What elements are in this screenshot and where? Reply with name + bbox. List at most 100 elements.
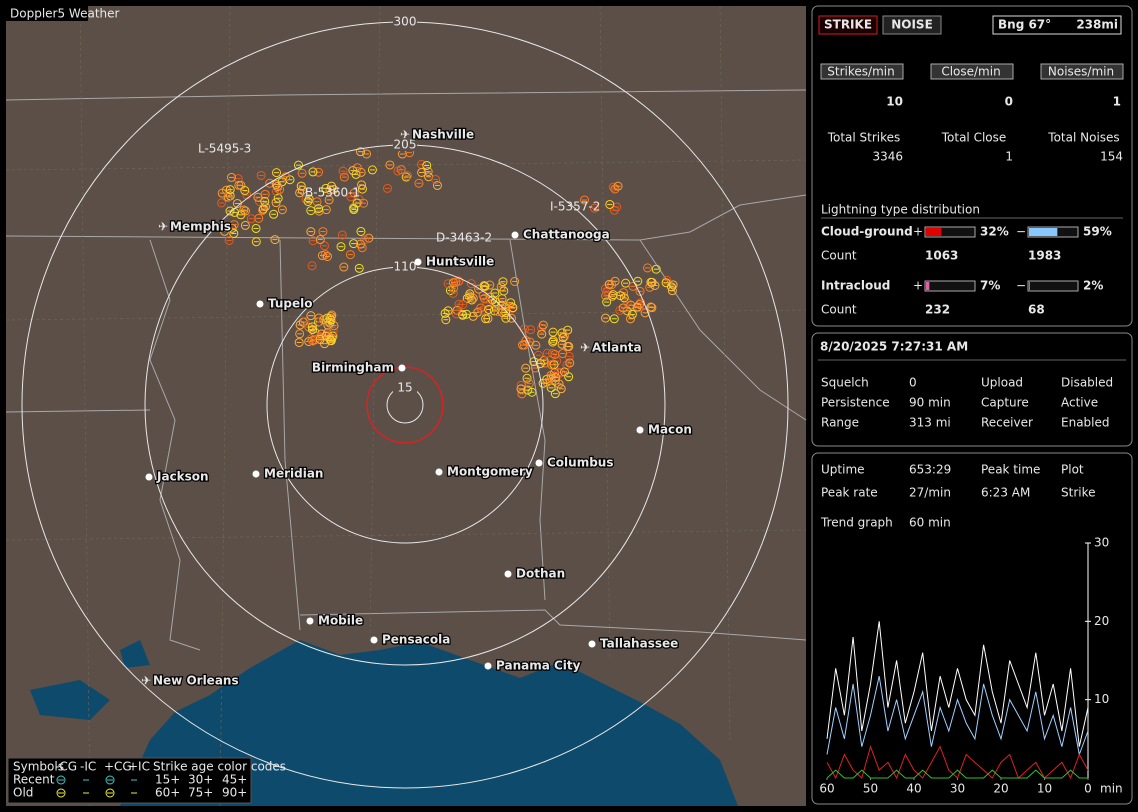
strike-symbol: [618, 288, 628, 298]
strike-symbol: [308, 325, 318, 335]
city-dot: [636, 426, 644, 434]
strike-symbol: [314, 204, 324, 214]
ring-label-bg: [393, 139, 417, 151]
city-label: Memphis: [170, 220, 231, 234]
strike-symbol: [229, 228, 239, 238]
city-label: Tupelo: [268, 297, 313, 311]
strike-symbol: [364, 233, 374, 243]
strike-symbol: [265, 178, 275, 188]
info-label: Persistence: [821, 396, 890, 410]
strike-symbol: [609, 205, 619, 215]
strike-symbol: [324, 195, 334, 205]
strike-symbol: [273, 182, 283, 192]
strike-symbol: [338, 166, 348, 176]
strike-symbol: [556, 384, 566, 394]
strike-symbol: [564, 342, 574, 352]
strike-symbol: [297, 168, 307, 178]
strike-symbol: [328, 331, 338, 341]
strike-symbol: [239, 205, 249, 215]
strike-symbol: [468, 293, 478, 303]
strike-symbol: [327, 181, 337, 191]
strike-symbol: [501, 302, 511, 312]
strike-symbol: [367, 165, 377, 175]
strike-symbol: [526, 325, 536, 335]
rate-box: [820, 63, 904, 80]
strike-symbol: [225, 185, 235, 195]
city-dot: [535, 459, 543, 467]
strike-symbol: [325, 334, 335, 344]
lake: [30, 640, 150, 720]
strike-symbol: [312, 197, 322, 207]
strike-symbol: [224, 236, 234, 246]
legend-label: Old: [13, 786, 33, 800]
total-value: 154: [1100, 150, 1123, 164]
pct-label: 59%: [1083, 225, 1112, 239]
strike-symbol: [307, 322, 317, 332]
info-label: Range: [821, 416, 859, 430]
legend-age: 45+: [222, 773, 247, 787]
strike-symbol: [484, 304, 494, 314]
strike-symbol: [466, 279, 476, 289]
strike-symbol: [557, 339, 567, 349]
total-label: Total Strikes: [827, 131, 901, 145]
strike-symbol: [294, 337, 304, 347]
strike-symbol: [542, 348, 552, 358]
legend-type: +CG: [104, 760, 132, 774]
strike-symbol: [506, 298, 516, 308]
strike-symbol: [295, 188, 305, 198]
stat-label: Peak rate: [821, 486, 878, 500]
strike-symbol: [310, 335, 320, 345]
trend-line: [826, 769, 1088, 779]
strike-symbol: [628, 281, 638, 291]
total-label: Total Noises: [1047, 131, 1119, 145]
strike-symbol: [519, 340, 529, 350]
pct-track: [924, 226, 976, 238]
datetime: 8/20/2025 7:27:31 AM: [820, 340, 968, 354]
city-label: Nashville: [412, 128, 474, 142]
city-dot: [398, 364, 406, 372]
strike-symbol: [417, 167, 427, 177]
stat-value: 6:23 AM: [981, 486, 1030, 500]
strike-symbol: [538, 378, 548, 388]
strike-symbol: [382, 183, 392, 193]
strike-symbol: [234, 180, 244, 190]
strike-symbol: [485, 280, 495, 290]
strike-symbol: [271, 180, 281, 190]
strike-symbol: [336, 242, 346, 252]
rate-box: [1040, 63, 1124, 80]
strike-symbol: [524, 379, 534, 389]
city-dot: [370, 636, 378, 644]
info-label: Squelch: [821, 376, 869, 390]
legend-age: 60+: [155, 786, 180, 800]
strike-symbol: [468, 311, 478, 321]
city-label: Columbus: [547, 456, 614, 470]
strike-symbol: [451, 277, 461, 287]
stat-label: Trend graph: [820, 516, 893, 530]
city-label: New Orleans: [153, 674, 239, 688]
strike-symbol: [449, 283, 459, 293]
strike-symbol: [647, 303, 657, 313]
strike-symbol: [328, 326, 338, 336]
strike-symbol: [240, 185, 250, 195]
legend-age: 90+: [222, 786, 247, 800]
strike-symbol: [608, 290, 618, 300]
strike-symbol: [295, 320, 305, 330]
strike-symbol: [445, 285, 455, 295]
count: 68: [1028, 303, 1045, 317]
strike-symbol: [619, 293, 629, 303]
strike-symbol: [533, 350, 543, 360]
strike-symbol: [491, 297, 501, 307]
trend-line: [826, 621, 1089, 747]
stat-value: Strike: [1061, 486, 1096, 500]
strike-symbol: [454, 299, 464, 309]
strike-symbol: [356, 147, 366, 157]
noise-button-label: NOISE: [891, 18, 933, 32]
ring-label: 300: [394, 15, 417, 29]
strike-symbol: [480, 281, 490, 291]
strike-symbol: [632, 302, 642, 312]
strike-symbol: [272, 187, 282, 197]
strike-symbol: [306, 227, 316, 237]
stat-value: 27/min: [909, 486, 951, 500]
legend-type: +IC: [128, 760, 150, 774]
sign: +: [913, 279, 923, 293]
